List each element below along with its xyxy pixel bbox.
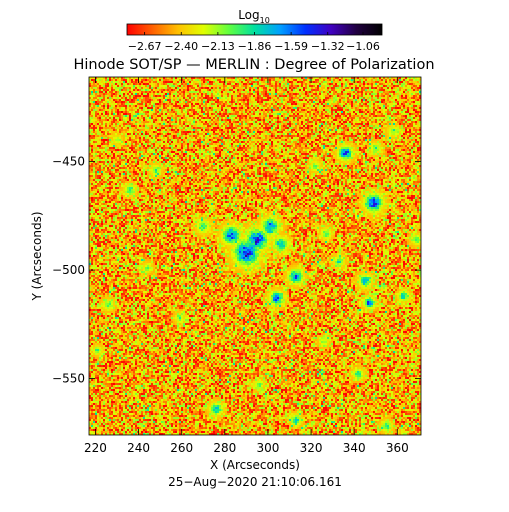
y-tick-label: −550: [52, 372, 85, 386]
x-axis-label: X (Arcseconds): [210, 458, 300, 472]
timestamp: 25−Aug−2020 21:10:06.161: [168, 475, 342, 489]
colorbar-tick-label: −1.32: [311, 40, 345, 53]
colorbar-label: Log10: [238, 8, 270, 25]
y-tick-label: −500: [52, 263, 85, 277]
x-tick-label: 220: [84, 441, 107, 455]
y-axis-label: Y (Arcseconds): [30, 211, 44, 301]
plot-frame: [88, 76, 422, 436]
plot-area: [88, 76, 422, 436]
colorbar-tick-label: −2.40: [164, 40, 198, 53]
x-tick-label: 280: [213, 441, 236, 455]
colorbar-label-base: Log: [238, 8, 259, 22]
colorbar-tick-label: −2.13: [201, 40, 235, 53]
y-tick-label: −450: [52, 155, 85, 169]
x-axis: 220 240 260 280 300 320 340 360: [84, 77, 409, 455]
colorbar-tick-label: −1.59: [274, 40, 308, 53]
y-axis: −450 −500 −550: [52, 155, 421, 386]
x-tick-label: 240: [127, 441, 150, 455]
chart-title: Hinode SOT/SP — MERLIN : Degree of Polar…: [73, 57, 434, 73]
colorbar: Log10 −2.67 −2.40 −2.13 −1.86 −1.59 −1.32 −1.0…: [126, 8, 383, 53]
degree-of-polarization-map: [89, 77, 421, 435]
x-tick-label: 320: [300, 441, 323, 455]
x-tick-label: 360: [386, 441, 409, 455]
x-tick-label: 340: [343, 441, 366, 455]
x-tick-label: 300: [256, 441, 279, 455]
colorbar-tick-label: −2.67: [128, 40, 162, 53]
colorbar-ticks: −2.67 −2.40 −2.13 −1.86 −1.59 −1.32 −1.06: [128, 32, 380, 53]
colorbar-tick-label: −1.86: [238, 40, 272, 53]
colorbar-label-subscript: 10: [260, 16, 270, 25]
colorbar-tick-label: −1.06: [346, 40, 380, 53]
x-tick-label: 260: [170, 441, 193, 455]
